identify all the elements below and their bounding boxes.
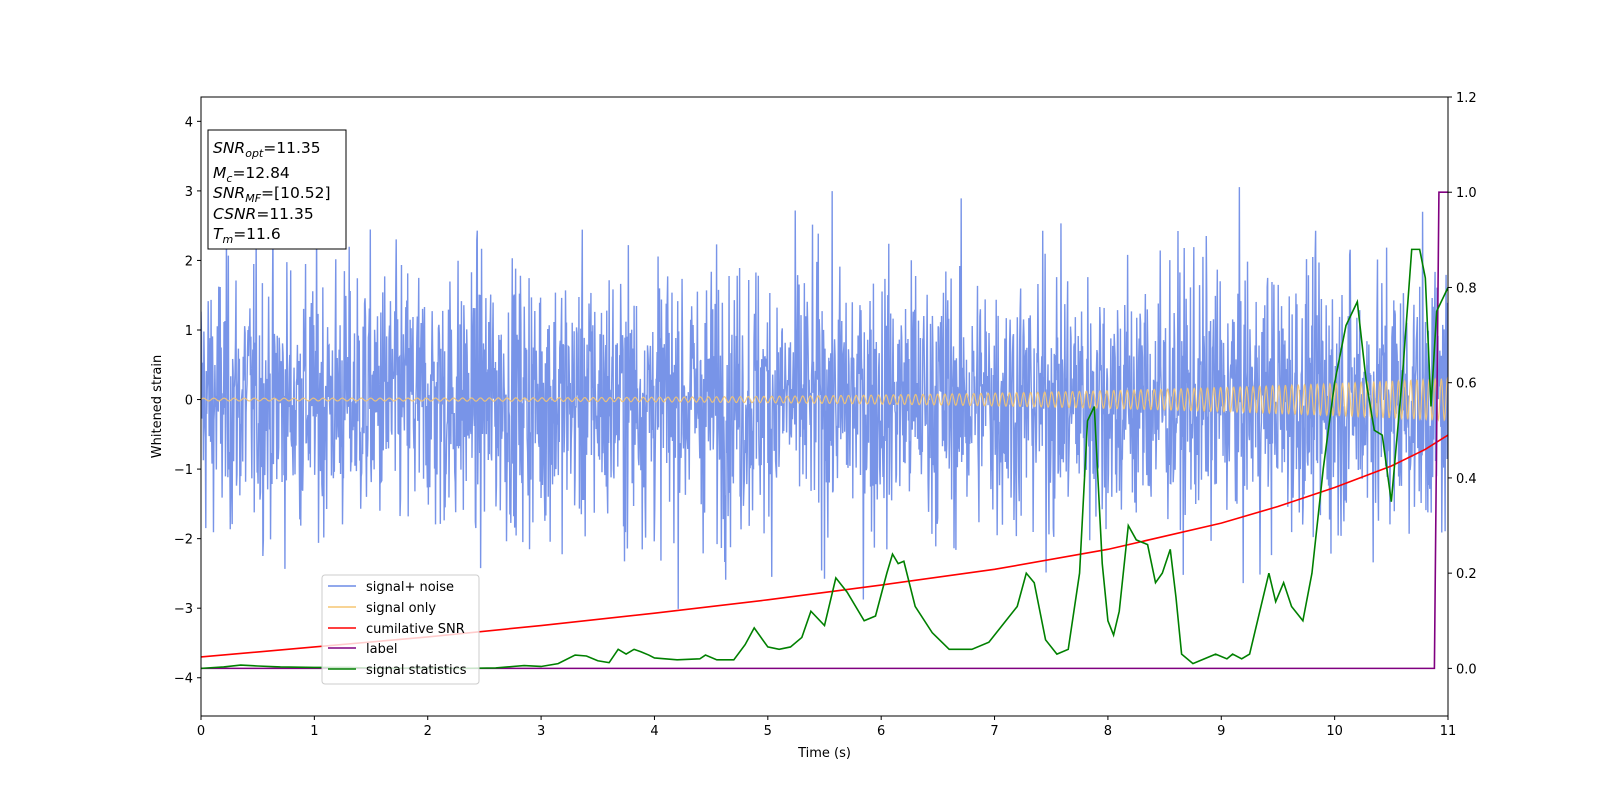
y-left-tick-label: 0 [185,394,193,409]
y-left-tick-label: 4 [185,115,193,130]
x-tick-label: 9 [1217,724,1225,739]
x-tick-label: 0 [197,724,205,739]
series-label-line [201,191,1448,670]
x-tick-label: 8 [1104,724,1112,739]
info-box-line: SNRopt=11.35 [213,139,321,160]
y-right-tick-label: 0.8 [1456,281,1477,296]
info-box-frame [207,129,347,250]
x-tick-label: 3 [537,724,545,739]
legend-label: label [366,642,397,657]
legend: signal+ noise signal only cumilative SNR la… [321,574,480,685]
y-right-tick-label: 0.2 [1456,567,1477,582]
legend-frame [321,574,480,685]
x-tick-label: 7 [990,724,998,739]
x-tick-label: 4 [650,724,658,739]
x-tick-label: 11 [1440,724,1457,739]
x-axis-label: Time (s) [797,746,851,761]
y-axis-label: Whitened strain [150,355,165,458]
x-tick-label: 1 [310,724,318,739]
x-tick-label: 6 [877,724,885,739]
y-left-tick-label: −2 [174,533,193,548]
y-left-tick-label: 1 [185,324,193,339]
info-box-line: Tm=11.6 [213,225,281,246]
info-box-line: Mc=12.84 [213,164,290,185]
y-left-tick-label: −4 [174,672,193,687]
plot-frame [200,96,1449,717]
legend-label: signal only [366,601,436,616]
series-signal-only-line [201,376,1448,422]
info-box-line: SNRMF=[10.52] [213,184,331,205]
info-box: SNRopt=11.35 Mc=12.84SNRMF=[10.52]CSNR=11… [207,129,347,250]
y-right-tick-label: 0.6 [1456,377,1477,392]
x-tick-label: 2 [424,724,432,739]
y-left-tick-label: 3 [185,185,193,200]
x-tick-label: 5 [764,724,772,739]
y-left-tick-label: 2 [185,254,193,269]
legend-label: signal+ noise [366,580,454,595]
legend-label: cumilative SNR [366,622,465,637]
series-signal-noise-line [201,187,1448,609]
x-tick-label: 10 [1326,724,1343,739]
y-left-tick-label: −3 [174,602,193,617]
y-right-tick-label: 1.2 [1456,91,1477,106]
legend-label: signal statistics [366,663,467,678]
info-box-line: CSNR=11.35 [213,205,314,223]
y-right-tick-label: 0.4 [1456,472,1477,487]
series-signal-statistics-line [201,248,1448,670]
y-right-tick-label: 1.0 [1456,186,1477,201]
y-left-tick-label: −1 [174,463,193,478]
y-right-tick-label: 0.0 [1456,662,1477,677]
